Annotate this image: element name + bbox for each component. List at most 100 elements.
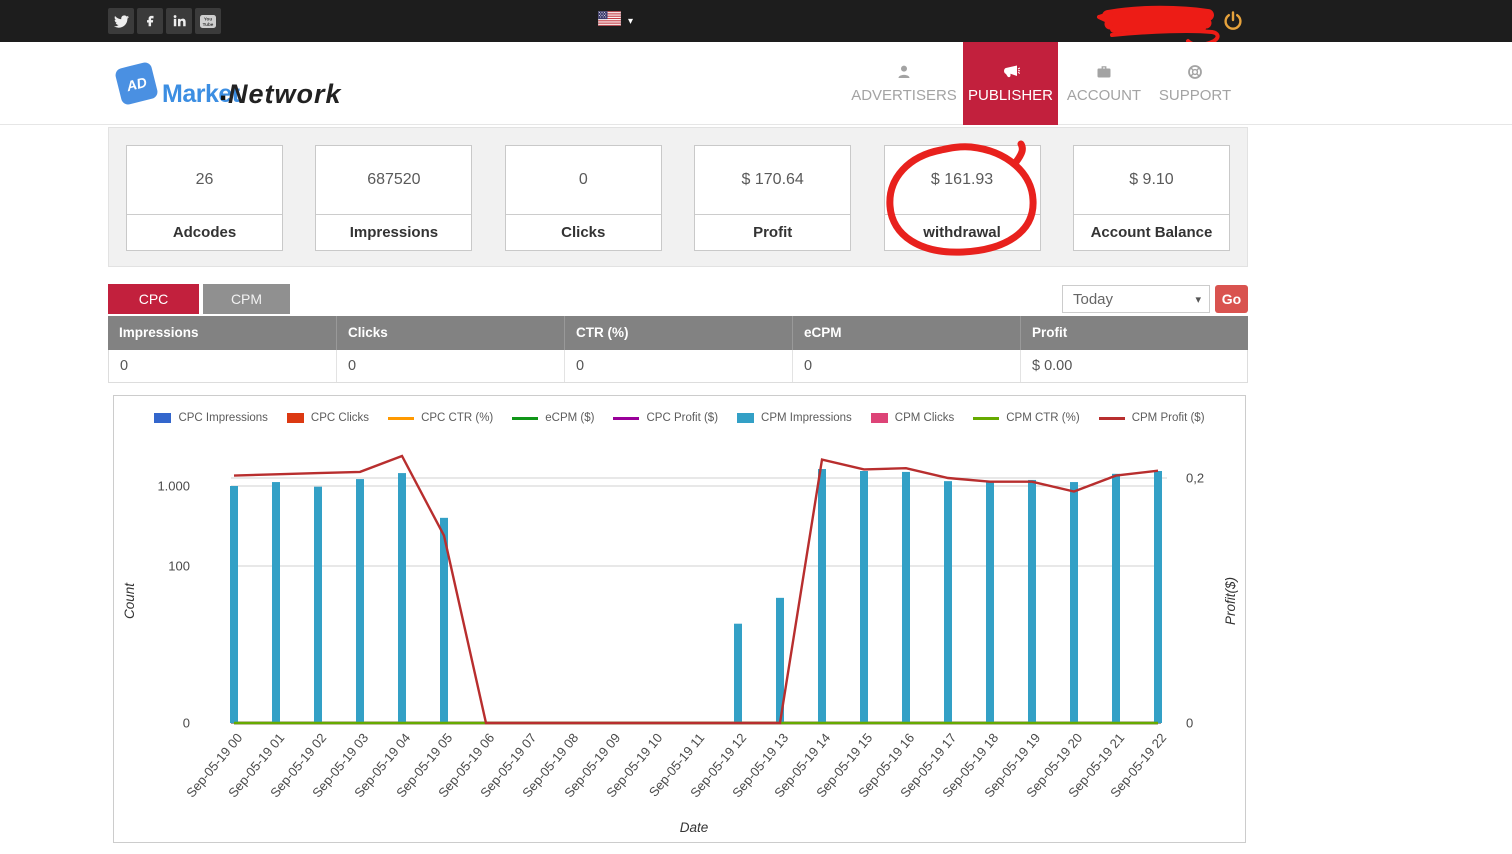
youtube-link[interactable]: YouTube	[195, 8, 221, 34]
stat-value: 26	[127, 146, 282, 215]
social-icons: YouTube	[108, 8, 224, 34]
column-header-ctr: CTR (%)	[564, 316, 792, 350]
summary-table-body: 0000$ 0.00	[108, 350, 1248, 383]
logout-button[interactable]	[1222, 10, 1244, 32]
chevron-down-icon: ▾	[628, 16, 633, 27]
legend-swatch	[512, 417, 538, 420]
legend-label: CPM CTR (%)	[1006, 412, 1079, 424]
svg-text:Sep-05-19 08: Sep-05-19 08	[519, 730, 581, 800]
us-flag-icon	[598, 11, 621, 31]
select-caret-icon: ▾	[1195, 293, 1201, 306]
svg-text:Sep-05-19 05: Sep-05-19 05	[393, 730, 455, 800]
svg-text:0: 0	[183, 716, 190, 731]
traffic-chart: 1.00010000,20Sep-05-19 00Sep-05-19 01Sep…	[114, 396, 1247, 844]
nav-label: ADVERTISERS	[851, 87, 957, 104]
tab-cpm[interactable]: CPM	[203, 284, 290, 314]
logo[interactable]: AD Market . Network	[115, 56, 355, 111]
legend-swatch	[1099, 417, 1125, 420]
legend-label: eCPM ($)	[545, 412, 594, 424]
svg-text:Tube: Tube	[203, 22, 214, 27]
legend-label: CPM Clicks	[895, 412, 954, 424]
stats-panel: 26Adcodes687520Impressions0Clicks$ 170.6…	[108, 127, 1248, 267]
stat-label: Account Balance	[1074, 215, 1229, 250]
svg-text:100: 100	[168, 559, 190, 574]
nav-item-account[interactable]: ACCOUNT	[1058, 42, 1150, 125]
facebook-icon	[143, 14, 157, 28]
column-header-impressions: Impressions	[108, 316, 336, 350]
briefcase-icon	[1096, 64, 1112, 80]
table-cell: 0	[108, 350, 336, 382]
twitter-icon	[114, 15, 129, 28]
nav-item-support[interactable]: SUPPORT	[1150, 42, 1240, 125]
user-icon	[896, 64, 912, 80]
stat-label: Clicks	[506, 215, 661, 250]
column-header-profit: Profit	[1020, 316, 1248, 350]
stat-label: withdrawal	[885, 215, 1040, 250]
logo-ad-badge: AD	[114, 61, 159, 106]
column-header-clicks: Clicks	[336, 316, 564, 350]
period-select[interactable]: Today ▾	[1062, 285, 1210, 313]
svg-text:Sep-05-19 03: Sep-05-19 03	[309, 730, 371, 800]
stat-label: Adcodes	[127, 215, 282, 250]
linkedin-link[interactable]	[166, 8, 192, 34]
svg-text:Sep-05-19 11: Sep-05-19 11	[646, 730, 708, 799]
svg-text:Date: Date	[680, 820, 709, 835]
nav-label: ACCOUNT	[1067, 87, 1141, 104]
stat-value: $ 170.64	[695, 146, 850, 215]
legend-swatch	[154, 413, 171, 423]
logo-dot: .	[219, 74, 227, 108]
legend-label: CPC Impressions	[178, 412, 267, 424]
stat-card-profit: $ 170.64Profit	[694, 145, 851, 251]
language-dropdown[interactable]: ▾	[598, 11, 633, 31]
legend-swatch	[287, 413, 304, 423]
svg-text:0: 0	[1186, 716, 1193, 731]
column-header-ecpm: eCPM	[792, 316, 1020, 350]
svg-text:Sep-05-19 20: Sep-05-19 20	[1023, 730, 1085, 800]
tab-cpc[interactable]: CPC	[108, 284, 199, 314]
stat-label: Impressions	[316, 215, 471, 250]
facebook-link[interactable]	[137, 8, 163, 34]
legend-swatch	[388, 417, 414, 420]
legend-swatch	[613, 417, 639, 420]
legend-label: CPM Impressions	[761, 412, 852, 424]
svg-text:Sep-05-19 22: Sep-05-19 22	[1107, 730, 1169, 800]
svg-text:Sep-05-19 04: Sep-05-19 04	[351, 730, 413, 800]
stat-value: $ 9.10	[1074, 146, 1229, 215]
legend-label: CPC CTR (%)	[421, 412, 493, 424]
legend-item-cpm-impressions: CPM Impressions	[737, 412, 852, 424]
chart-panel: 1.00010000,20Sep-05-19 00Sep-05-19 01Sep…	[113, 395, 1246, 843]
go-button[interactable]: Go	[1215, 285, 1248, 313]
twitter-link[interactable]	[108, 8, 134, 34]
table-cell: 0	[792, 350, 1020, 382]
svg-text:Sep-05-19 19: Sep-05-19 19	[981, 730, 1043, 800]
legend-item-cpc-ctr: CPC CTR (%)	[388, 412, 493, 424]
svg-text:Sep-05-19 15: Sep-05-19 15	[813, 730, 875, 800]
stat-card-adcodes: 26Adcodes	[126, 145, 283, 251]
legend-label: CPM Profit ($)	[1132, 412, 1205, 424]
svg-text:You: You	[204, 16, 213, 21]
legend-swatch	[871, 413, 888, 423]
main-header: AD Market . Network ADVERTISERS PUBLISHER…	[0, 42, 1512, 125]
legend-label: CPC Profit ($)	[646, 412, 718, 424]
logo-network-text: Network	[228, 79, 342, 110]
nav-label: SUPPORT	[1159, 87, 1231, 104]
legend-swatch	[737, 413, 754, 423]
svg-text:Sep-05-19 12: Sep-05-19 12	[687, 730, 749, 800]
linkedin-icon	[172, 14, 187, 28]
legend-item-ecpm: eCPM ($)	[512, 412, 594, 424]
legend-item-cpc-clicks: CPC Clicks	[287, 412, 369, 424]
svg-text:Sep-05-19 00: Sep-05-19 00	[183, 730, 245, 800]
stat-card-withdrawal: $ 161.93withdrawal	[884, 145, 1041, 251]
nav-item-advertisers[interactable]: ADVERTISERS	[845, 42, 963, 125]
lifering-icon	[1187, 64, 1203, 80]
table-cell: 0	[336, 350, 564, 382]
legend-label: CPC Clicks	[311, 412, 369, 424]
megaphone-icon	[1002, 64, 1020, 80]
stat-value: 0	[506, 146, 661, 215]
svg-text:Sep-05-19 17: Sep-05-19 17	[897, 730, 959, 800]
svg-text:Profit($): Profit($)	[1223, 577, 1238, 625]
svg-text:Count: Count	[122, 582, 137, 619]
stat-card-clicks: 0Clicks	[505, 145, 662, 251]
nav-item-publisher[interactable]: PUBLISHER	[963, 42, 1058, 125]
svg-text:Sep-05-19 14: Sep-05-19 14	[771, 730, 833, 800]
